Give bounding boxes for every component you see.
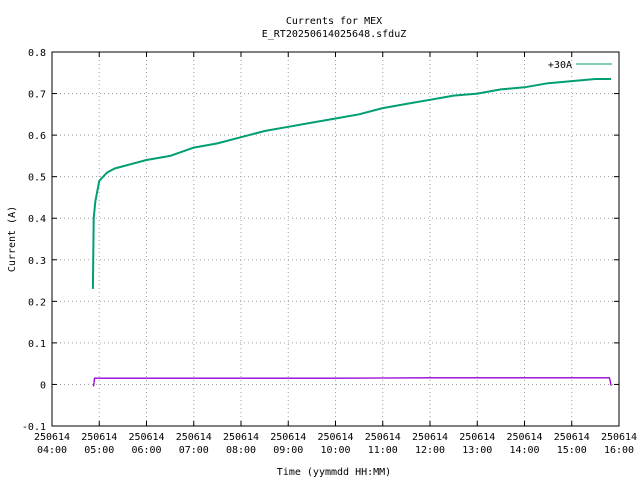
y-tick-label: 0.6 (28, 131, 46, 142)
y-tick-label: 0.4 (28, 214, 46, 225)
x-tick-label-date: 250614 (270, 432, 306, 443)
x-tick-label-date: 250614 (459, 432, 495, 443)
x-tick-label-time: 12:00 (415, 445, 445, 456)
chart-subtitle: E_RT20250614025648.sfduZ (262, 29, 407, 40)
plot-frame (51, 51, 620, 427)
y-axis-ticks: -0.1 0 0.1 0.2 0.3 0.4 0.5 0.6 0.7 0.8 (22, 48, 619, 433)
y-tick-label: 0 (40, 380, 46, 391)
y-axis-label: Current (A) (7, 206, 18, 272)
x-tick-label-time: 14:00 (509, 445, 539, 456)
x-tick-label-time: 16:00 (604, 445, 634, 456)
x-tick-label-date: 250614 (506, 432, 542, 443)
x-tick-label-date: 250614 (317, 432, 353, 443)
x-tick-label-time: 06:00 (131, 445, 161, 456)
y-tick-label: -0.1 (22, 422, 46, 433)
x-axis-ticks: 250614 04:00 250614 05:00 250614 06:00 250614 0… (34, 52, 637, 456)
y-tick-label: 0.5 (28, 173, 46, 184)
legend: +30A (548, 60, 612, 71)
series-line (91, 78, 612, 289)
grid-lines (52, 52, 619, 426)
x-tick-label-date: 250614 (81, 432, 117, 443)
y-tick-label: 0.3 (28, 256, 46, 267)
y-tick-label: 0.7 (28, 90, 46, 101)
x-tick-label-date: 250614 (176, 432, 212, 443)
x-tick-label-time: 11:00 (368, 445, 398, 456)
chart-title: Currents for MEX (286, 16, 382, 27)
legend-label: +30A (548, 60, 572, 71)
x-tick-label-time: 07:00 (179, 445, 209, 456)
x-tick-label-time: 04:00 (37, 445, 67, 456)
x-tick-label-time: 15:00 (557, 445, 587, 456)
x-tick-label-date: 250614 (128, 432, 164, 443)
x-tick-label-date: 250614 (412, 432, 448, 443)
x-tick-label-time: 13:00 (462, 445, 492, 456)
series-lines (91, 78, 612, 387)
x-tick-label-time: 08:00 (226, 445, 256, 456)
x-tick-label-date: 250614 (34, 432, 70, 443)
x-tick-label-date: 250614 (554, 432, 590, 443)
y-tick-label: 0.1 (28, 339, 46, 350)
y-tick-label: 0.2 (28, 297, 46, 308)
x-tick-label-time: 10:00 (320, 445, 350, 456)
series-line (92, 377, 612, 387)
x-tick-label-date: 250614 (223, 432, 259, 443)
x-axis-label: Time (yymmdd HH:MM) (277, 467, 391, 478)
x-tick-label-date: 250614 (365, 432, 401, 443)
x-tick-label-time: 05:00 (84, 445, 114, 456)
x-tick-label-time: 09:00 (273, 445, 303, 456)
y-tick-label: 0.8 (28, 48, 46, 59)
x-tick-label-date: 250614 (601, 432, 637, 443)
